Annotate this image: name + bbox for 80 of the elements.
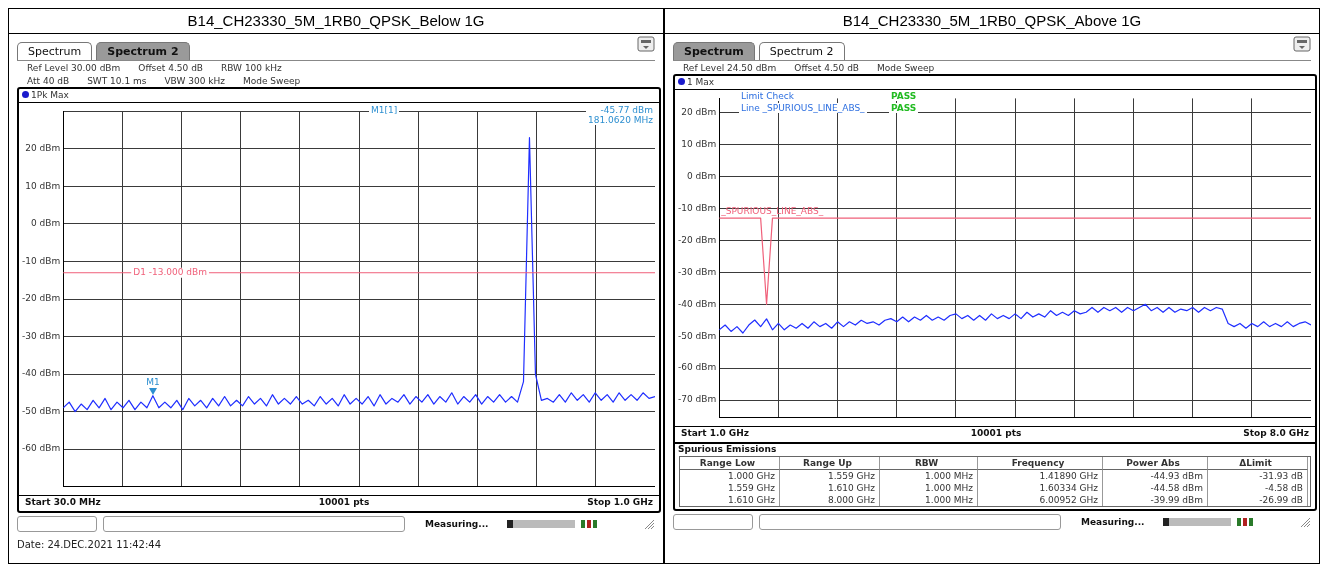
- text: Offset 4.50 dB: [794, 62, 860, 73]
- text: 1.000 MHz: [925, 483, 973, 493]
- y-tick-label: 0 dBm: [30, 218, 61, 229]
- annotation: M1: [146, 376, 160, 387]
- text: Spectrum: [28, 45, 82, 58]
- text: 1.610 GHz: [727, 495, 775, 505]
- y-tick-label: -20 dBm: [678, 234, 717, 245]
- text: -39.99 dBm: [1150, 495, 1203, 505]
- y-tick-label: -70 dBm: [678, 394, 717, 405]
- y-tick-label: 10 dBm: [25, 180, 61, 191]
- text: 6.00952 GHz: [1039, 495, 1098, 505]
- text: VBW 300 kHz: [164, 75, 225, 86]
- y-tick-label: -10 dBm: [678, 202, 717, 213]
- y-tick-label: -10 dBm: [22, 255, 61, 266]
- text: Date: 24.DEC.2021 11:42:44: [17, 539, 162, 550]
- text: 1.000 MHz: [925, 471, 973, 481]
- text: 1.559 GHz: [827, 471, 875, 481]
- y-tick-label: -60 dBm: [22, 443, 61, 454]
- text: Power Abs: [1126, 458, 1180, 468]
- ref-line-label: D1 -13.000 dBm: [133, 267, 207, 278]
- text: Stop 8.0 GHz: [1243, 428, 1309, 438]
- y-tick-label: -50 dBm: [22, 405, 61, 416]
- y-tick-label: 0 dBm: [686, 170, 717, 181]
- text: 1.000 GHz: [727, 471, 775, 481]
- text: Offset 4.50 dB: [138, 62, 204, 73]
- text: Spectrum 2: [769, 45, 834, 58]
- y-tick-label: -20 dBm: [22, 293, 61, 304]
- chart-title: B14_CH23330_5M_1RB0_QPSK_Below 1G: [187, 12, 485, 29]
- annotation: PASS: [891, 91, 917, 101]
- annotation: 181.0620 MHz: [587, 115, 653, 125]
- text: 8.000 GHz: [827, 495, 875, 505]
- annotation: PASS: [891, 103, 917, 113]
- text: Measuring...: [425, 519, 489, 529]
- text: SWT 10.1 ms: [87, 75, 147, 86]
- text: -26.99 dB: [1259, 495, 1303, 505]
- annotation: -45.77 dBm: [600, 105, 653, 115]
- text: Stop 1.0 GHz: [587, 497, 653, 507]
- text: 10001 pts: [970, 428, 1022, 438]
- text: 1.610 GHz: [827, 483, 875, 493]
- text: 10001 pts: [318, 497, 370, 507]
- y-tick-label: -30 dBm: [22, 330, 61, 341]
- text: Att 40 dB: [27, 75, 70, 86]
- y-tick-label: 20 dBm: [25, 143, 61, 154]
- annotation: Line _SPURIOUS_LINE_ABS_: [741, 103, 865, 113]
- text: -44.58 dBm: [1150, 483, 1203, 493]
- text: Range Up: [803, 458, 852, 468]
- text: 1Pk Max: [31, 90, 69, 100]
- text: Range Low: [699, 458, 756, 468]
- text: 1.60334 GHz: [1039, 483, 1098, 493]
- text: RBW 100 kHz: [221, 62, 282, 73]
- text: Measuring...: [1081, 517, 1145, 527]
- text: Ref Level 24.50 dBm: [683, 62, 777, 73]
- y-tick-label: -60 dBm: [678, 362, 717, 373]
- y-tick-label: -40 dBm: [678, 298, 717, 309]
- y-tick-label: -50 dBm: [678, 330, 717, 341]
- text: -4.58 dB: [1264, 483, 1303, 493]
- annotation: M1[1]: [371, 105, 398, 115]
- text: Frequency: [1011, 458, 1065, 468]
- text: Mode Sweep: [242, 75, 301, 86]
- text: RBW: [914, 458, 939, 468]
- text: 1.559 GHz: [727, 483, 775, 493]
- text: ΔLimit: [1239, 458, 1272, 468]
- text: -44.93 dBm: [1150, 471, 1203, 481]
- text: 1 Max: [687, 77, 715, 87]
- text: Ref Level 30.00 dBm: [27, 62, 121, 73]
- chart-title: B14_CH23330_5M_1RB0_QPSK_Above 1G: [842, 12, 1142, 29]
- text: 1.000 MHz: [925, 495, 973, 505]
- text: Mode Sweep: [877, 62, 935, 73]
- text: Start 30.0 MHz: [25, 497, 101, 507]
- text: Spectrum 2: [107, 45, 179, 58]
- text: Start 1.0 GHz: [681, 428, 749, 438]
- text: 1.41890 GHz: [1039, 471, 1098, 481]
- y-tick-label: 20 dBm: [681, 107, 717, 118]
- y-tick-label: -40 dBm: [22, 368, 61, 379]
- y-tick-label: 10 dBm: [681, 139, 717, 150]
- y-tick-label: -30 dBm: [678, 266, 717, 277]
- text: Spurious Emissions: [678, 444, 777, 454]
- annotation: Limit Check: [741, 91, 794, 101]
- text: -31.93 dB: [1259, 471, 1303, 481]
- text: Spectrum: [684, 45, 744, 58]
